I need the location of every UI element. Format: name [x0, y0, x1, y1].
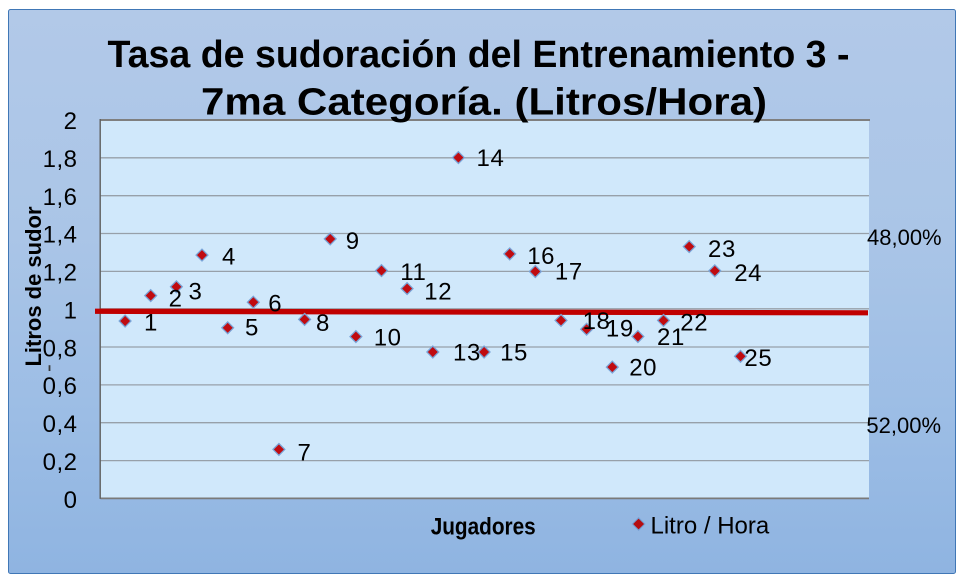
svg-text:0,2: 0,2	[43, 449, 78, 476]
svg-text:18: 18	[583, 308, 611, 335]
svg-text:7ma Categoría. (Litros/Hora): 7ma Categoría. (Litros/Hora)	[201, 82, 767, 124]
svg-text:11: 11	[400, 259, 426, 286]
svg-text:8: 8	[316, 310, 330, 337]
svg-text:4: 4	[222, 243, 236, 270]
svg-text:52,00%: 52,00%	[866, 413, 941, 438]
svg-text:48,00%: 48,00%	[867, 225, 942, 250]
svg-text:6: 6	[268, 290, 282, 317]
svg-text:1,4: 1,4	[43, 222, 78, 249]
svg-text:13: 13	[453, 339, 481, 366]
svg-text:15: 15	[500, 339, 528, 366]
svg-text:Litros de sudor: Litros de sudor	[21, 206, 46, 366]
svg-text:1,6: 1,6	[43, 184, 78, 211]
svg-text:0: 0	[64, 487, 78, 514]
svg-text:1,2: 1,2	[43, 260, 78, 287]
svg-text:10: 10	[374, 324, 402, 351]
svg-text:Litro / Hora: Litro / Hora	[651, 513, 770, 540]
svg-text:16: 16	[527, 243, 555, 270]
svg-text:14: 14	[477, 145, 505, 172]
svg-text:1: 1	[64, 297, 78, 324]
svg-text:24: 24	[734, 260, 762, 287]
svg-text:1: 1	[144, 310, 158, 337]
svg-text:23: 23	[708, 236, 736, 263]
svg-text:20: 20	[629, 355, 657, 382]
svg-text:17: 17	[555, 258, 583, 285]
svg-text:0,6: 0,6	[43, 373, 78, 400]
svg-text:2: 2	[64, 108, 78, 135]
svg-text:25: 25	[744, 345, 772, 372]
svg-text:2: 2	[169, 286, 183, 313]
svg-text:9: 9	[346, 228, 360, 255]
svg-text:12: 12	[424, 278, 452, 305]
svg-text:19: 19	[606, 315, 634, 342]
svg-text:Tasa de sudoración del Entrena: Tasa de sudoración del Entrenamiento 3 -	[108, 34, 850, 76]
svg-text:5: 5	[245, 315, 259, 342]
svg-text:1,8: 1,8	[43, 146, 78, 173]
svg-text:7: 7	[298, 440, 312, 467]
svg-text:21: 21	[657, 324, 685, 351]
svg-text:Jugadores: Jugadores	[431, 514, 536, 541]
svg-text:22: 22	[680, 310, 708, 337]
svg-text:0,8: 0,8	[43, 335, 78, 362]
svg-text:3: 3	[189, 279, 203, 306]
svg-text:0,4: 0,4	[43, 411, 78, 438]
